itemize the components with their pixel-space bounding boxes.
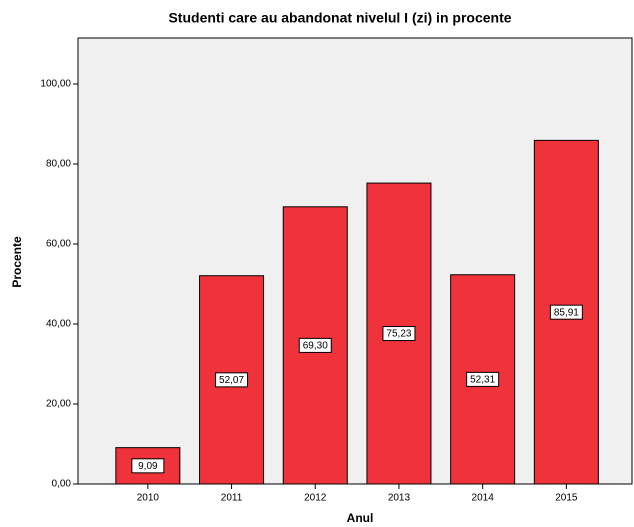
value-label-box (131, 458, 165, 474)
value-label-box (215, 372, 249, 388)
x-tick-label: 2014 (472, 493, 495, 504)
y-tick-label: 80,00 (46, 159, 71, 170)
y-tick-label: 20,00 (46, 399, 71, 410)
x-tick-label: 2010 (137, 493, 160, 504)
chart-title: Studenti care au abandonat nivelul I (zi… (168, 10, 511, 26)
x-tick-label: 2012 (304, 493, 327, 504)
y-tick-label: 60,00 (46, 239, 71, 250)
value-label-box (382, 326, 416, 342)
y-tick-label: 100,00 (40, 79, 71, 90)
value-label: 52,31 (470, 375, 495, 386)
value-label: 9,09 (138, 461, 158, 472)
value-label-box (466, 371, 500, 387)
x-tick-label: 2015 (555, 493, 578, 504)
value-label: 85,91 (554, 307, 579, 318)
value-label: 75,23 (386, 329, 411, 340)
y-tick-label: 0,00 (52, 479, 72, 490)
value-label: 69,30 (303, 341, 328, 352)
value-label-box (298, 337, 332, 353)
value-label-box (549, 304, 583, 320)
x-tick-label: 2011 (221, 493, 243, 504)
y-axis-label: Procente (10, 236, 24, 288)
y-tick-label: 40,00 (46, 319, 71, 330)
value-label: 52,07 (219, 375, 244, 386)
x-tick-label: 2013 (388, 493, 411, 504)
x-axis-label: Anul (347, 511, 374, 525)
